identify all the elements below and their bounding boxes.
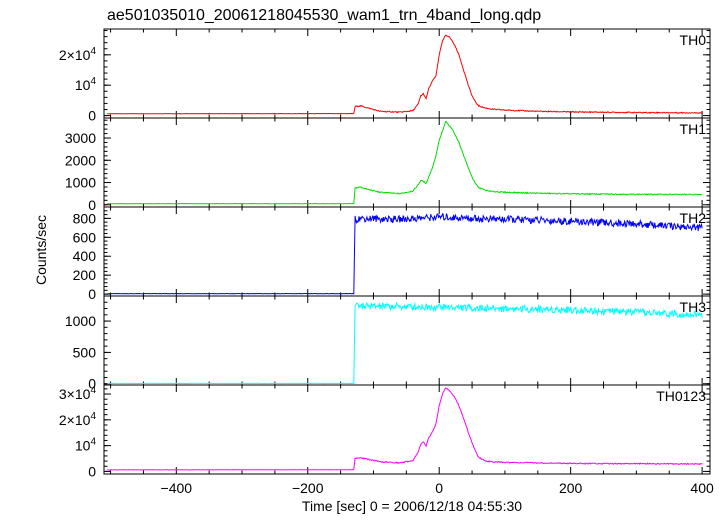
y-tick-label: 3000: [65, 130, 96, 146]
y-tick-label: 0: [88, 376, 96, 392]
panel-frame: [103, 117, 711, 208]
y-tick-label: 200: [73, 267, 97, 283]
series-line-th0123: [107, 387, 703, 471]
y-tick-label: 0: [88, 197, 96, 213]
panel-th0: 0 104 2×104 TH0: [59, 28, 711, 124]
series-line-th1: [107, 120, 703, 205]
series-label: TH0123: [656, 388, 706, 404]
panel-th2: 0 200 400 600 800 TH2: [73, 206, 711, 302]
y-tick-label: 2×104: [59, 411, 97, 428]
y-tick-label: 0: [88, 463, 96, 479]
series-line-th3: [107, 301, 703, 385]
x-tick-label: −400: [161, 480, 193, 496]
series-line-th0: [107, 34, 703, 115]
panel-frame: [103, 384, 711, 475]
x-axis-label: Time [sec] 0 = 2006/12/18 04:55:30: [302, 498, 522, 514]
y-tick-label: 0: [88, 286, 96, 302]
y-tick-label: 400: [73, 248, 97, 264]
series-label: TH2: [680, 210, 707, 226]
panels: 01042×104TH00100020003000TH1020040060080…: [59, 28, 714, 496]
panel-th1: 0 1000 2000 3000 TH1: [65, 117, 711, 213]
panel-frame: [103, 28, 711, 119]
y-tick-label: 1000: [65, 175, 96, 191]
y-axis-label: Counts/sec: [33, 215, 49, 285]
y-tick-label: 600: [73, 229, 97, 245]
y-tick-label: 0: [88, 108, 96, 124]
series-label: TH0: [680, 32, 707, 48]
chart-title: ae501035010_20061218045530_wam1_trn_4ban…: [107, 7, 541, 24]
y-tick-label: 104: [75, 76, 97, 93]
y-tick-label: 800: [73, 210, 97, 226]
panel-frame: [103, 295, 711, 386]
y-tick-label: 104: [75, 437, 97, 454]
y-tick-label: 1000: [65, 313, 96, 329]
x-tick-label: 0: [435, 480, 443, 496]
x-tick-label: −200: [292, 480, 324, 496]
panel-th3: 0 500 1000 TH3: [65, 295, 711, 392]
series-label: TH3: [680, 299, 707, 315]
y-tick-label: 2×104: [59, 46, 97, 63]
panel-th0123: 0 104 2×104 3×104 TH0123 −400 −200 0 200 400: [59, 384, 714, 496]
series-line-th2: [107, 212, 703, 295]
series-label: TH1: [680, 121, 707, 137]
y-tick-label: 500: [73, 344, 97, 360]
y-tick-label: 3×104: [59, 385, 97, 402]
x-tick-label: 200: [559, 480, 583, 496]
x-tick-label: 400: [690, 480, 714, 496]
y-tick-label: 2000: [65, 152, 96, 168]
